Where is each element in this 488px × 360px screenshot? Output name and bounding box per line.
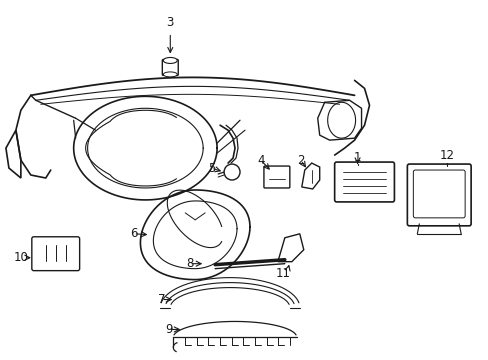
FancyBboxPatch shape [412, 170, 464, 218]
Text: 2: 2 [297, 154, 304, 167]
FancyBboxPatch shape [162, 59, 178, 75]
FancyBboxPatch shape [407, 164, 470, 226]
Text: 4: 4 [257, 154, 264, 167]
Polygon shape [301, 163, 319, 189]
FancyBboxPatch shape [334, 162, 394, 202]
Text: 8: 8 [185, 257, 193, 270]
Text: 10: 10 [14, 251, 29, 264]
Text: 1: 1 [353, 150, 361, 163]
Text: 7: 7 [158, 293, 165, 306]
Text: 12: 12 [439, 149, 454, 162]
Polygon shape [277, 234, 303, 262]
Text: 5: 5 [207, 162, 215, 175]
Ellipse shape [163, 72, 177, 77]
FancyBboxPatch shape [264, 166, 289, 188]
Ellipse shape [163, 58, 177, 63]
Text: 6: 6 [130, 227, 137, 240]
Text: 11: 11 [275, 267, 290, 280]
FancyBboxPatch shape [32, 237, 80, 271]
Text: 3: 3 [166, 16, 174, 29]
Polygon shape [6, 130, 21, 178]
Text: 9: 9 [164, 323, 172, 336]
Circle shape [224, 164, 240, 180]
